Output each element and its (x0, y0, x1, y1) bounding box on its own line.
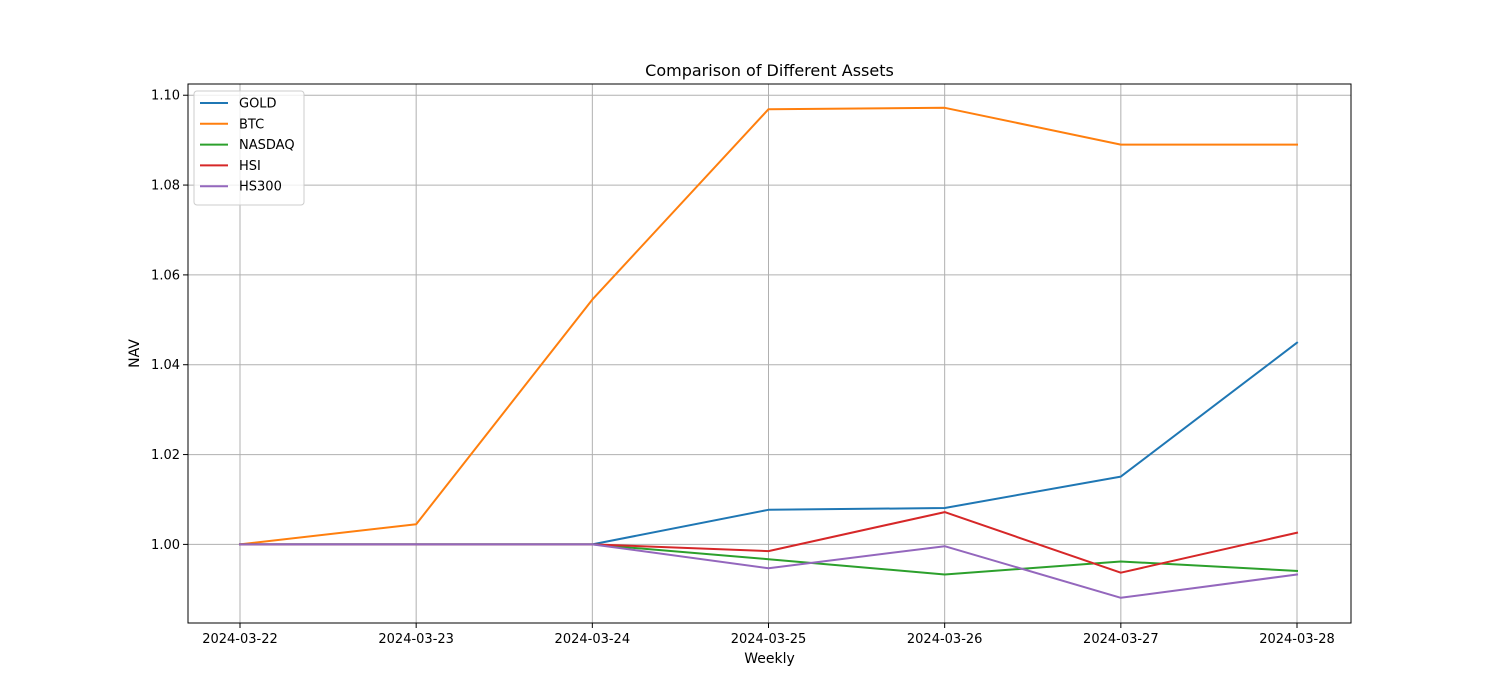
legend-label: HSI (239, 159, 261, 174)
y-axis-title: NAV (127, 339, 143, 368)
chart-title: Comparison of Different Assets (645, 61, 894, 80)
y-tick-label: 1.02 (151, 448, 180, 463)
legend-box (193, 90, 305, 206)
plot-area (188, 84, 1351, 623)
axis-ticks: 2024-03-22 2024-03-23 2024-03-24 2024-03-25… (151, 89, 1335, 647)
x-tick-label: 2024-03-27 (1083, 632, 1159, 647)
legend-label: BTC (239, 117, 264, 132)
x-axis-title: Weekly (744, 651, 795, 667)
x-tick-label: 2024-03-23 (378, 632, 454, 647)
legend-label: NASDAQ (239, 138, 295, 153)
x-tick-label: 2024-03-26 (907, 632, 983, 647)
legend-label: GOLD (239, 97, 277, 112)
y-tick-label: 1.10 (151, 89, 180, 104)
series-line-hs300 (239, 543, 1299, 599)
y-tick-label: 1.08 (151, 179, 180, 194)
y-tick-label: 1.00 (151, 538, 180, 553)
grid (188, 84, 1351, 623)
plot-frame (187, 83, 1352, 624)
series-line-btc (238, 106, 1298, 546)
x-tick-label: 2024-03-22 (202, 632, 278, 647)
y-tick-label: 1.06 (151, 268, 180, 283)
legend-label: HS300 (239, 180, 282, 195)
x-tick-label: 2024-03-25 (731, 632, 807, 647)
x-tick-label: 2024-03-28 (1259, 632, 1335, 647)
series-lines (238, 106, 1299, 599)
legend: GOLD BTC NASDAQ HSI HS300 (193, 90, 305, 206)
y-tick-label: 1.04 (151, 358, 180, 373)
x-tick-label: 2024-03-24 (555, 632, 631, 647)
